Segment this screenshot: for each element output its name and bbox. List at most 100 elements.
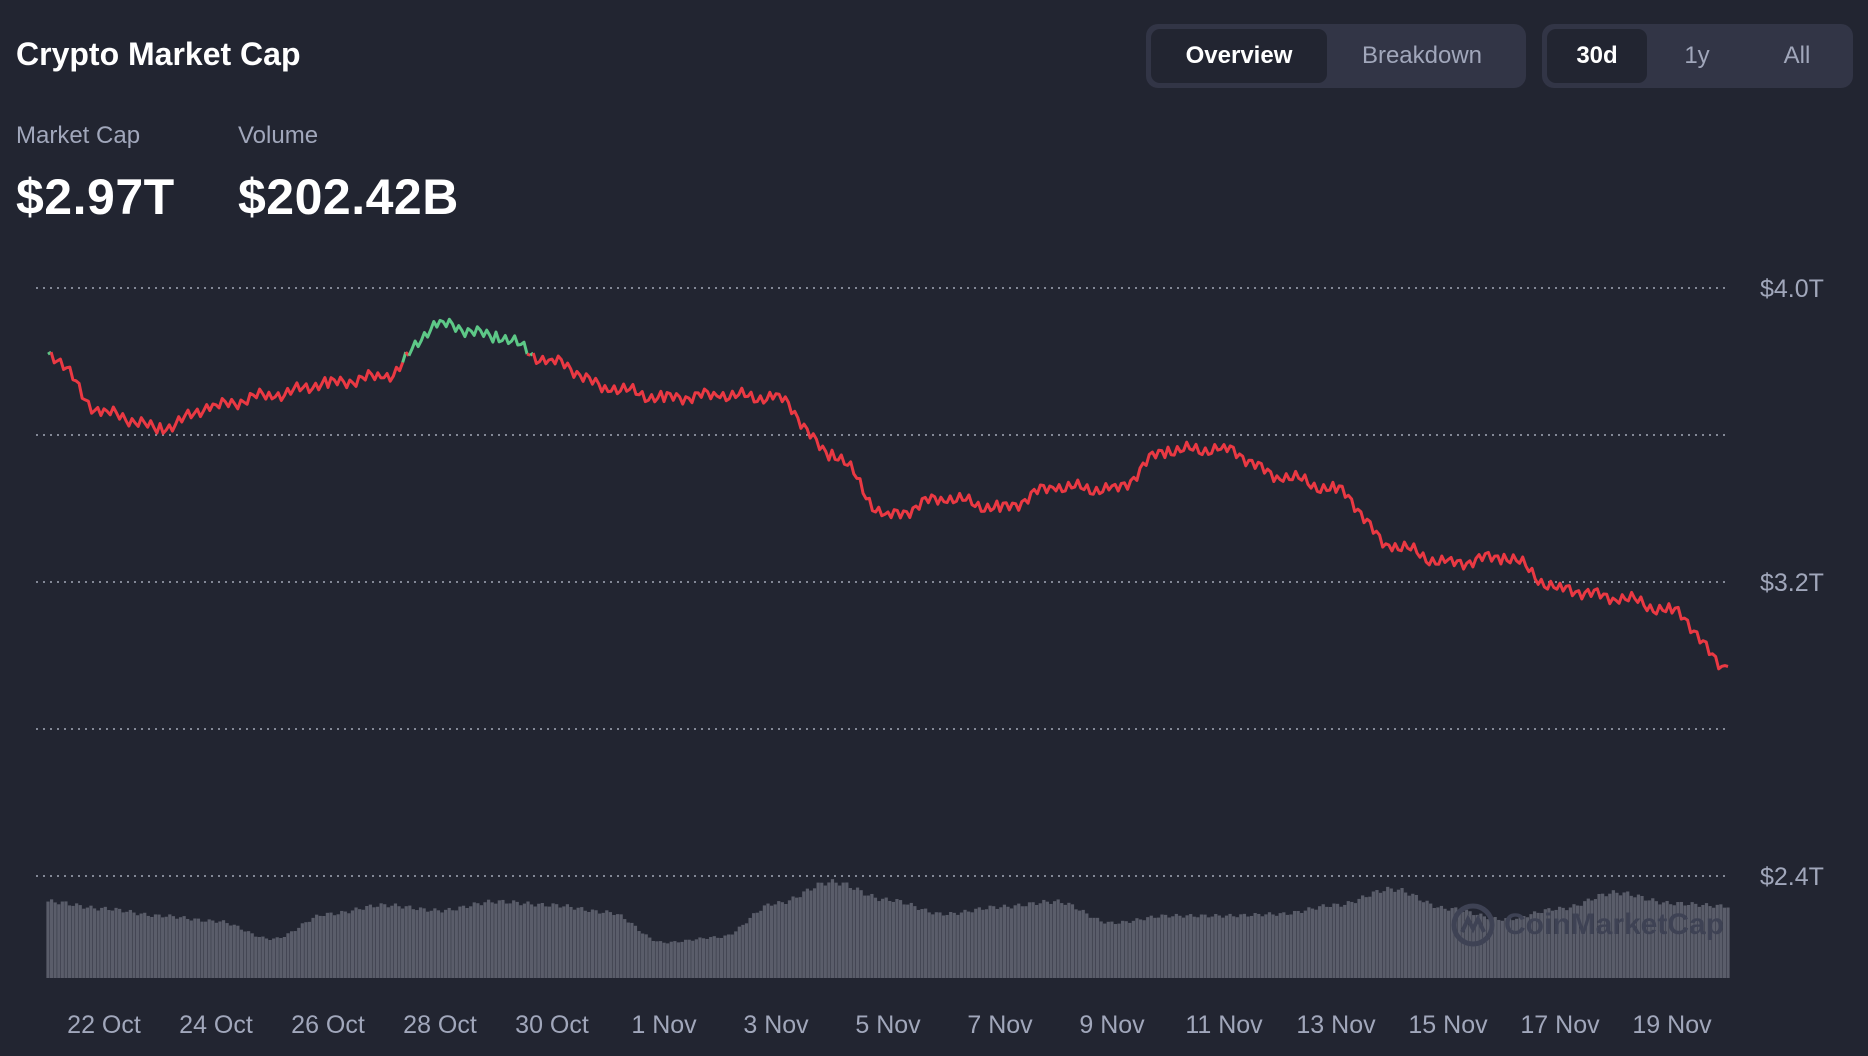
volume-bar	[1658, 904, 1662, 978]
volume-bar	[1142, 920, 1146, 978]
volume-bar	[701, 938, 706, 978]
tab-overview[interactable]: Overview	[1151, 29, 1327, 83]
volume-bar	[1002, 904, 1007, 978]
volume-bar	[1249, 915, 1254, 978]
volume-bar	[250, 933, 254, 978]
volume-bar	[1113, 924, 1118, 978]
volume-bar	[1644, 900, 1648, 978]
volume-bar	[196, 918, 201, 978]
watermark: CoinMarketCap	[1450, 902, 1724, 948]
volume-bar	[289, 931, 294, 978]
x-tick-label: 28 Oct	[403, 1011, 477, 1039]
tab-breakdown[interactable]: Breakdown	[1361, 42, 1483, 69]
volume-bar	[1443, 908, 1447, 978]
range-1y-button[interactable]: 1y	[1684, 42, 1710, 69]
volume-bar	[311, 917, 315, 978]
volume-bar	[479, 905, 484, 978]
volume-bar	[1228, 913, 1232, 978]
volume-bar	[1038, 903, 1042, 978]
volume-bar	[1149, 915, 1153, 978]
volume-bar	[476, 903, 480, 978]
volume-bar	[809, 890, 813, 978]
volume-bar	[358, 909, 362, 978]
volume-bar	[1199, 914, 1204, 978]
volume-bar	[1618, 895, 1623, 978]
volume-bar	[411, 909, 415, 978]
volume-bar	[601, 912, 605, 978]
volume-bar	[168, 914, 172, 978]
volume-bar	[1647, 900, 1651, 978]
volume-bar	[469, 906, 473, 978]
volume-bar	[512, 900, 516, 978]
volume-bar	[838, 885, 842, 978]
volume-bar	[1500, 920, 1504, 978]
volume-bar	[863, 895, 867, 978]
volume-bar	[984, 909, 989, 978]
volume-bar	[1429, 903, 1433, 978]
volume-bar	[368, 904, 372, 978]
volume-bar	[60, 901, 64, 978]
volume-bar	[458, 906, 462, 978]
volume-bar	[1432, 907, 1436, 978]
volume-bar	[1540, 913, 1544, 978]
volume-bar	[1042, 899, 1046, 978]
volume-bar	[666, 943, 670, 978]
volume-bar	[1110, 921, 1114, 978]
volume-bar	[347, 913, 351, 978]
volume-bar	[254, 936, 258, 978]
volume-bar	[1131, 920, 1135, 978]
volume-bar	[1472, 915, 1476, 978]
volume-bar	[873, 897, 878, 978]
volume-bar	[1661, 902, 1666, 978]
volume-bar	[1117, 923, 1121, 978]
volume-bar	[1300, 912, 1304, 978]
volume-bar	[1572, 904, 1576, 978]
volume-bar	[694, 939, 698, 978]
volume-bar	[336, 914, 340, 978]
volume-bar	[1726, 907, 1730, 978]
volume-bar	[830, 879, 835, 978]
volume-bar	[555, 904, 559, 978]
volume-bar	[669, 941, 673, 978]
volume-bar	[1024, 906, 1028, 978]
volume-bar	[920, 909, 924, 978]
volume-bar	[963, 909, 967, 978]
volume-bar	[673, 941, 677, 978]
volume-bar	[608, 912, 612, 978]
range-30d-button[interactable]: 30d	[1547, 29, 1647, 83]
volume-bar	[906, 904, 910, 978]
volume-bar	[766, 903, 770, 978]
volume-bar	[204, 921, 208, 978]
market-cap-label: Market Cap	[16, 122, 141, 149]
volume-bar	[977, 907, 981, 978]
volume-bar	[1303, 910, 1307, 978]
coinmarketcap-logo-icon	[1451, 903, 1495, 947]
volume-bar	[504, 903, 509, 978]
volume-bar	[1049, 903, 1053, 978]
volume-bar	[719, 937, 724, 978]
volume-bar	[902, 904, 906, 978]
volume-bar	[1368, 896, 1372, 978]
volume-bar	[1532, 911, 1537, 978]
volume-bar	[1382, 891, 1386, 978]
volume-bar	[279, 938, 283, 978]
volume-bar	[916, 909, 921, 978]
volume-bar	[397, 906, 401, 978]
volume-bar	[737, 926, 741, 978]
volume-bar	[304, 922, 308, 978]
volume-bar	[1654, 901, 1658, 978]
volume-bar	[200, 921, 204, 978]
volume-bar	[497, 900, 501, 978]
volume-bar	[598, 913, 602, 978]
volume-bar	[630, 922, 634, 978]
volume-bar	[1561, 907, 1565, 978]
volume-bar	[393, 903, 398, 978]
volume-bar	[1536, 912, 1540, 978]
x-tick-label: 26 Oct	[291, 1011, 365, 1039]
range-all-button[interactable]: All	[1783, 42, 1811, 69]
volume-bar	[110, 910, 115, 978]
volume-bar	[798, 897, 802, 978]
volume-bar	[970, 912, 974, 978]
x-tick-label: 3 Nov	[743, 1011, 809, 1039]
